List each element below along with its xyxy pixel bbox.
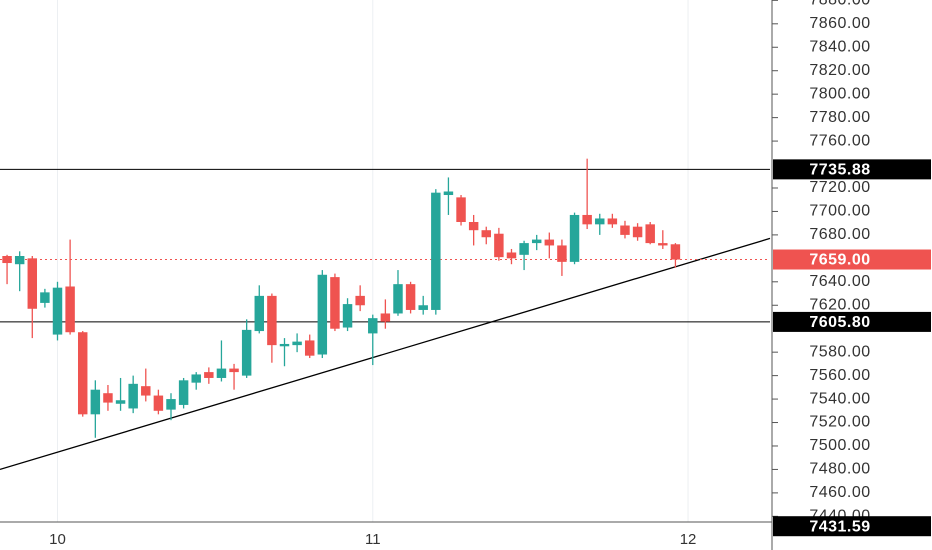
y-tick-label: 7560.00 (809, 367, 870, 384)
price-label: 7431.59 (809, 518, 870, 535)
candle-body (632, 226, 643, 238)
candle-body (153, 395, 164, 411)
y-tick-label: 7540.00 (809, 390, 870, 407)
candle-body (506, 252, 517, 259)
candle-body (342, 304, 353, 328)
y-tick-label: 7820.00 (809, 62, 870, 79)
y-tick-label: 7480.00 (809, 461, 870, 478)
candle-body (65, 286, 75, 333)
candle-body (670, 244, 681, 260)
y-tick-label: 7800.00 (809, 85, 870, 102)
candle-body (595, 218, 605, 225)
candle-body (292, 341, 302, 346)
candle-body (368, 318, 378, 334)
candle-body (27, 258, 38, 309)
candle-body (40, 292, 50, 303)
candle-body (481, 230, 491, 238)
y-tick-label: 7860.00 (809, 15, 870, 32)
price-label: 7605.80 (809, 314, 870, 331)
candle-body (254, 295, 265, 332)
y-tick-label: 7840.00 (809, 38, 870, 55)
candle-body (216, 368, 227, 378)
y-tick-label: 7620.00 (809, 296, 870, 313)
price-label-box (773, 249, 931, 270)
price-label: 7735.88 (809, 162, 870, 179)
x-tick-label: 12 (680, 531, 697, 548)
candle-body (191, 374, 201, 383)
price-label: 7659.00 (809, 252, 870, 269)
candle-body (229, 368, 239, 373)
y-tick-label: 7460.00 (809, 484, 870, 501)
candle-body (418, 305, 428, 310)
candle-body (658, 243, 668, 246)
y-tick-label: 7500.00 (809, 437, 870, 454)
candle-body (393, 284, 403, 314)
y-tick-label: 7520.00 (809, 414, 870, 431)
candle-body (569, 214, 580, 262)
candle-body (645, 224, 655, 244)
x-tick-label: 11 (365, 531, 381, 548)
candle-body (14, 256, 25, 265)
y-tick-label: 7720.00 (809, 179, 870, 196)
candle-body (103, 393, 113, 403)
candle-body (178, 380, 189, 405)
candle-body (317, 274, 328, 355)
y-tick-label: 7700.00 (809, 203, 870, 220)
candle-body (279, 343, 290, 347)
candle-body (90, 389, 101, 415)
candle-body (380, 313, 391, 322)
candle-body (128, 383, 138, 409)
candle-body (544, 239, 555, 246)
price-label-box (773, 516, 931, 537)
candle-body (77, 332, 88, 415)
candle-body (330, 277, 340, 329)
candle-body (166, 399, 176, 410)
candle-body (241, 329, 252, 376)
price-label-box (773, 159, 931, 180)
y-tick-label: 7680.00 (809, 226, 870, 243)
candle-body (115, 400, 126, 404)
y-tick-label: 7760.00 (809, 132, 870, 149)
y-tick-label: 7780.00 (809, 109, 870, 126)
candle-body (607, 218, 618, 225)
trendline (0, 237, 771, 471)
x-tick-label: 10 (49, 531, 66, 548)
candle-body (494, 233, 504, 258)
candle-body (468, 221, 479, 231)
candle-body (456, 197, 466, 222)
candle-body (204, 372, 214, 378)
candle-body (531, 239, 542, 244)
candle-body (443, 191, 454, 196)
candle-body (267, 295, 277, 346)
y-tick-label: 7640.00 (809, 273, 870, 290)
candle-body (519, 243, 529, 255)
candle-body (355, 295, 365, 306)
y-tick-label: 7880.00 (809, 0, 870, 9)
candle-body (2, 256, 12, 264)
y-tick-label: 7580.00 (809, 343, 870, 360)
candle-body (405, 284, 416, 310)
candle-body (304, 340, 315, 356)
candle-body (52, 287, 63, 335)
candle-body (582, 214, 592, 225)
candle-body (620, 225, 630, 235)
candle-body (557, 245, 567, 262)
price-label-box (773, 311, 931, 332)
candle-body (431, 192, 441, 310)
candle-body (141, 386, 151, 396)
